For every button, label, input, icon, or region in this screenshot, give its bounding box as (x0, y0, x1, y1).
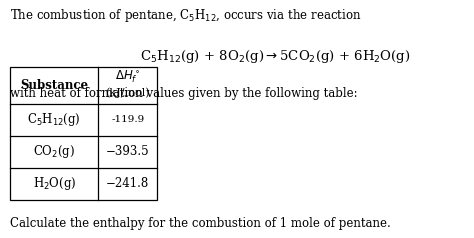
Bar (10, 67, 157, 200)
Text: (kJ/mol): (kJ/mol) (105, 88, 150, 99)
Text: C$_5$H$_{12}$(g) + 8O$_2$(g)$\rightarrow$5CO$_2$(g) + 6H$_2$O(g): C$_5$H$_{12}$(g) + 8O$_2$(g)$\rightarrow… (140, 48, 410, 64)
Text: with heat of formation values given by the following table:: with heat of formation values given by t… (10, 87, 358, 100)
Text: Calculate the enthalpy for the combustion of 1 mole of pentane.: Calculate the enthalpy for the combustio… (10, 217, 391, 230)
Text: Substance: Substance (20, 79, 88, 92)
Text: CO$_2$(g): CO$_2$(g) (33, 143, 75, 160)
Text: $\Delta H_f^\circ$: $\Delta H_f^\circ$ (115, 69, 140, 85)
Text: −393.5: −393.5 (106, 145, 150, 158)
Text: C$_5$H$_{12}$(g): C$_5$H$_{12}$(g) (27, 111, 81, 128)
Text: H$_2$O(g): H$_2$O(g) (33, 175, 76, 192)
Text: -119.9: -119.9 (111, 115, 145, 124)
Text: −241.8: −241.8 (106, 177, 149, 190)
Text: The combustion of pentane, C$_5$H$_{12}$, occurs via the reaction: The combustion of pentane, C$_5$H$_{12}$… (10, 7, 362, 24)
